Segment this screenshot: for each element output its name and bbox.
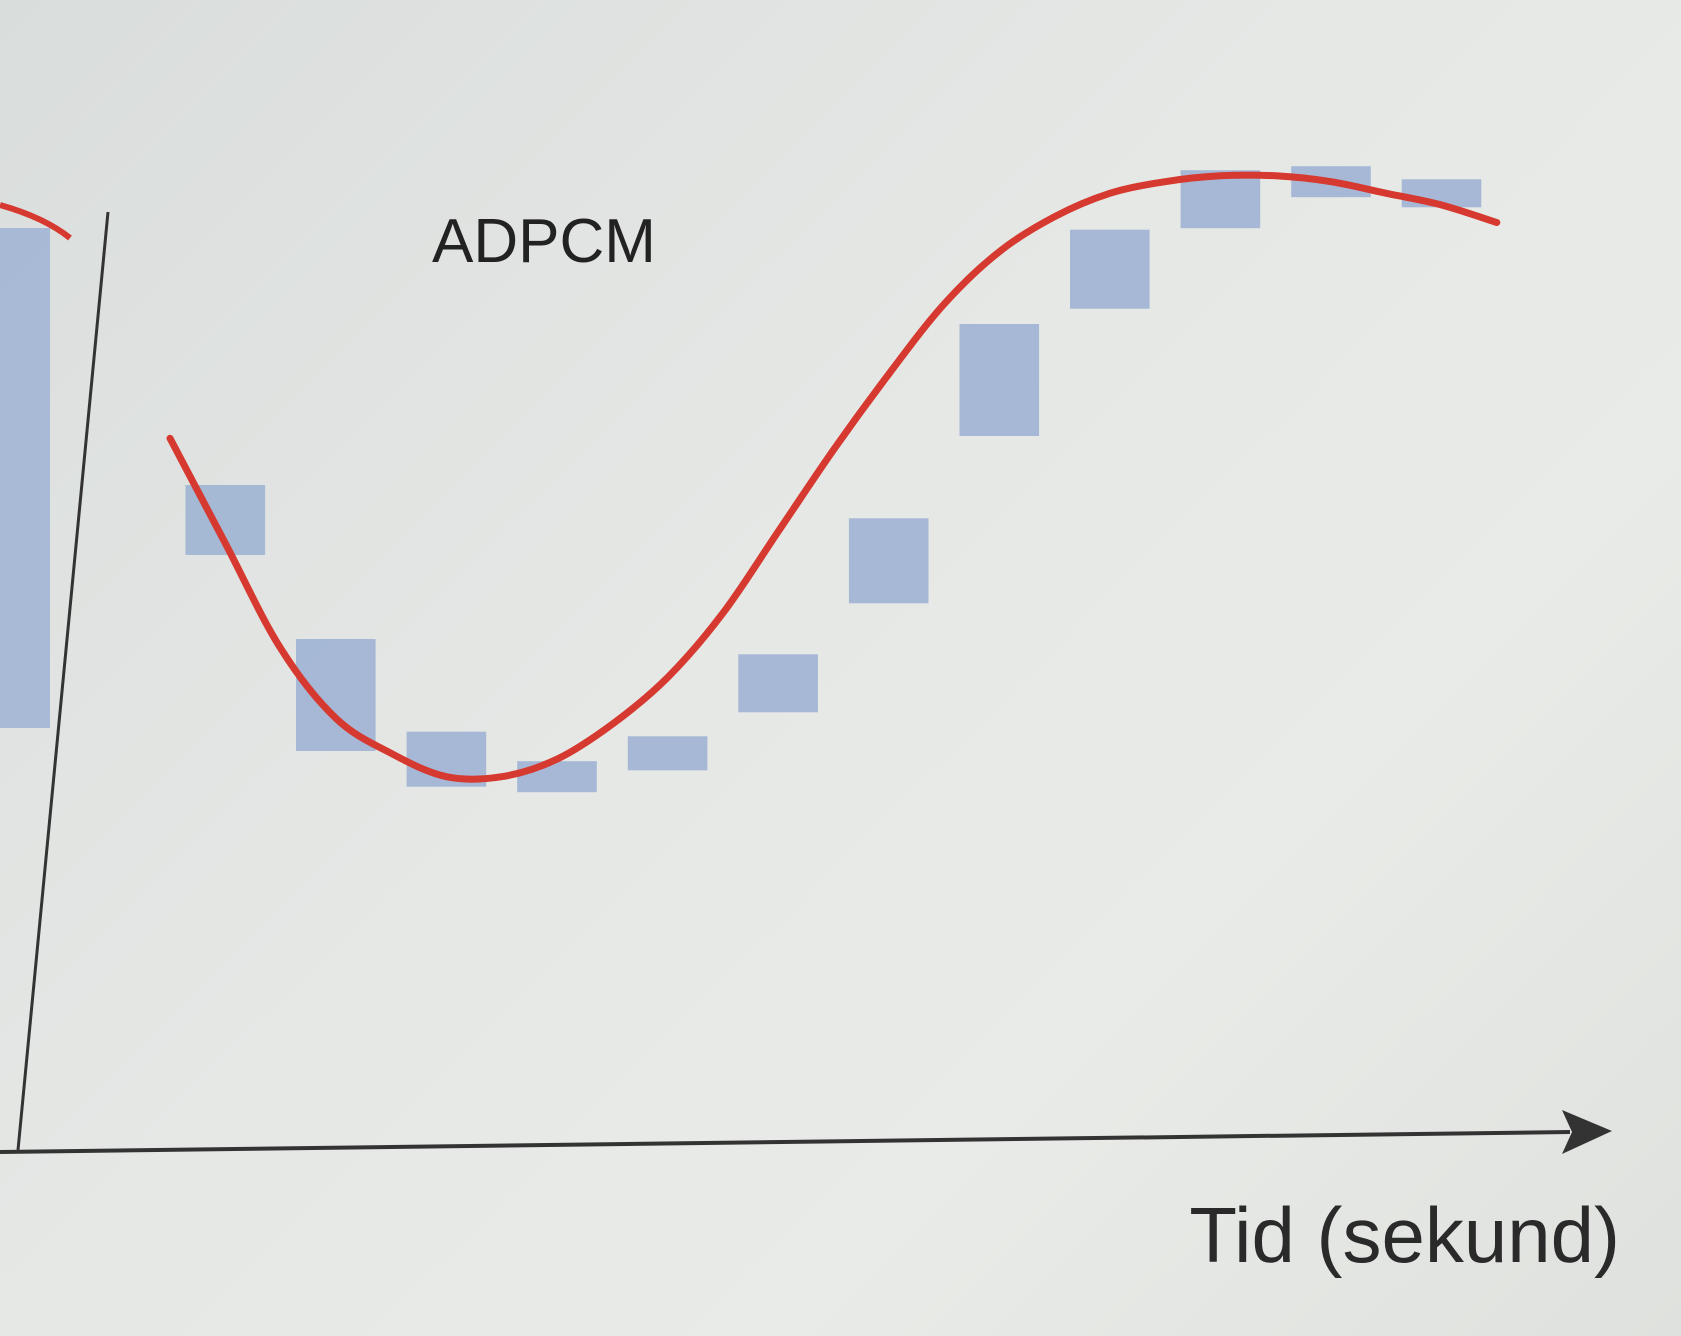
quantized-sample-blocks — [185, 166, 1482, 793]
x-axis-label: Tid (sekund) — [1189, 1191, 1620, 1279]
previous-panel-signal-curve — [0, 202, 72, 241]
diagram-title: ADPCM — [432, 207, 656, 276]
x-axis — [0, 1130, 1571, 1154]
sample-block — [296, 639, 376, 751]
sample-block — [627, 736, 708, 771]
sample-block — [517, 761, 597, 793]
sample-block — [959, 324, 1040, 436]
sample-block — [738, 654, 818, 713]
sample-block — [1070, 229, 1150, 309]
previous-panel-sample-block — [0, 228, 50, 728]
x-axis-arrowhead — [1562, 1110, 1612, 1154]
sample-block — [848, 518, 929, 604]
signal-curve — [166, 171, 1501, 783]
y-axis — [16, 211, 110, 1151]
